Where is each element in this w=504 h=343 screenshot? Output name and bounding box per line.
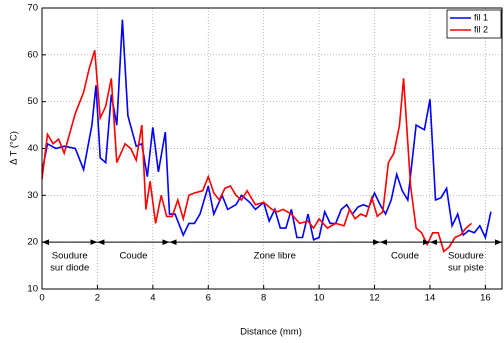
x-tick-label: 6 xyxy=(206,293,211,304)
x-tick-label: 0 xyxy=(39,293,44,304)
y-tick-label: 40 xyxy=(27,143,38,154)
y-tick-label: 60 xyxy=(27,49,38,60)
zone-label: Soudure xyxy=(52,251,88,262)
zone-label: Coude xyxy=(391,251,419,262)
zone-label: Soudure xyxy=(448,251,484,262)
x-tick-label: 2 xyxy=(95,293,100,304)
x-tick-label: 14 xyxy=(425,293,436,304)
legend-label: fil 1 xyxy=(474,12,488,22)
x-tick-label: 16 xyxy=(480,293,491,304)
y-tick-label: 70 xyxy=(27,3,38,14)
x-tick-label: 4 xyxy=(150,293,155,304)
zone-label: sur piste xyxy=(448,263,484,274)
zone-label: Coude xyxy=(119,251,147,262)
x-tick-label: 12 xyxy=(369,293,380,304)
y-tick-label: 10 xyxy=(27,284,38,295)
data-line xyxy=(41,49,473,253)
y-tick-label: 30 xyxy=(27,190,38,201)
x-tick-label: 8 xyxy=(261,293,266,304)
y-tick-label: 20 xyxy=(27,237,38,248)
y-tick-label: 50 xyxy=(27,96,38,107)
legend-label: fil 2 xyxy=(474,24,488,34)
zone-label: Zone libre xyxy=(254,251,296,262)
x-tick-label: 10 xyxy=(314,293,325,304)
y-axis-label: Δ T (°C) xyxy=(9,131,20,165)
zone-label: sur diode xyxy=(50,263,89,274)
legend-box xyxy=(446,9,502,39)
data-line xyxy=(41,19,492,241)
x-axis-label: Distance (mm) xyxy=(240,327,302,338)
plot-frame xyxy=(41,7,503,290)
